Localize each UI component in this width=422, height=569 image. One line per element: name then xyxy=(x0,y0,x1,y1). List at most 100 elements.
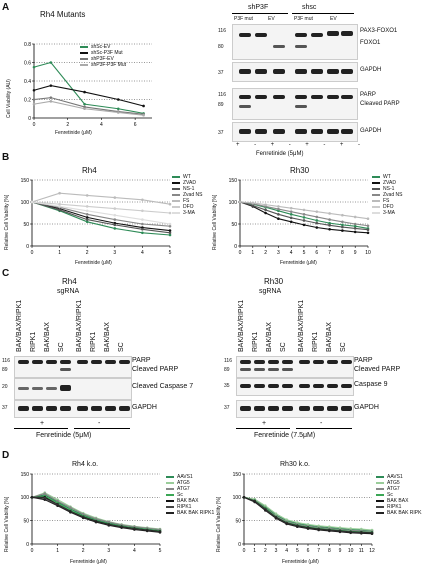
x-tick-label: 0 xyxy=(31,250,34,256)
data-point xyxy=(349,527,352,530)
x-tick-label: 3 xyxy=(277,250,280,256)
panel-d-ylabel-left: Relative Cell Viability [%] xyxy=(4,496,10,552)
data-point xyxy=(113,207,117,210)
data-point xyxy=(32,98,36,101)
data-point xyxy=(264,211,267,215)
data-point xyxy=(116,98,120,101)
data-point xyxy=(253,500,256,504)
blot-c-gapdh-right xyxy=(236,400,354,418)
mw-label: 116 xyxy=(218,28,226,34)
data-point xyxy=(107,524,111,527)
data-point xyxy=(113,213,117,217)
band-label: Caspase 9 xyxy=(354,381,388,388)
y-tick-label: 150 xyxy=(21,178,30,184)
data-point xyxy=(141,227,144,231)
data-point xyxy=(242,496,246,499)
data-point xyxy=(168,211,172,215)
data-point xyxy=(353,224,357,228)
band-label: GAPDH xyxy=(132,404,157,411)
data-point xyxy=(341,220,344,224)
mw-label: 116 xyxy=(2,358,10,364)
y-tick-label: 0.8 xyxy=(24,42,31,48)
panel-b-legend-left: WT ZVAD NS-1 Zvad NS FS DFO 3-MA xyxy=(172,174,202,216)
data-point xyxy=(341,223,344,227)
divider xyxy=(232,13,288,14)
panel-b-chart-rh30: 0 50 100 150 0 1 2 3 4 5 6 7 8 9 10 xyxy=(229,178,371,256)
panel-d-title-rh30: Rh30 k.o. xyxy=(280,461,310,468)
panel-a-chart: 0 0.2 0.4 0.6 0.8 0 2 4 6 xyxy=(24,42,152,128)
data-point xyxy=(85,194,89,197)
lane-label: RIPK1 xyxy=(312,331,319,352)
panel-a-xlabel: Fenretinide (μM) xyxy=(55,130,92,136)
lane-label: BAK/BAX/RIPK1 xyxy=(298,299,305,352)
series-line xyxy=(33,61,144,114)
y-tick-label: 0.2 xyxy=(24,97,31,103)
series-line xyxy=(33,85,144,107)
panel-b-legend-right: WT ZVAD NS-1 Zvad NS FS DFO 3-MA xyxy=(372,174,402,216)
data-point xyxy=(338,526,342,529)
data-point xyxy=(302,213,306,216)
panel-b-letter: B xyxy=(2,152,10,163)
band-label: GAPDH xyxy=(354,404,379,411)
data-point xyxy=(328,218,331,221)
data-point xyxy=(238,200,242,204)
x-tick-label: 5 xyxy=(169,250,172,256)
y-tick-label: 0 xyxy=(28,116,31,122)
panel-a-treatment: Fenretinide (5μM) xyxy=(256,151,304,157)
data-point xyxy=(56,499,59,503)
data-point xyxy=(366,224,370,228)
data-point xyxy=(289,216,293,220)
series-line xyxy=(31,201,171,225)
x-tick-label: 1 xyxy=(58,250,61,256)
lane-label: BAK/BAX xyxy=(266,322,273,352)
x-tick-label: 10 xyxy=(365,250,371,256)
data-point xyxy=(142,104,145,108)
data-point xyxy=(85,216,89,219)
legend-item: NS-1 xyxy=(172,186,202,192)
data-point xyxy=(317,524,320,528)
data-point xyxy=(83,90,86,94)
x-tick-label: 8 xyxy=(328,548,331,554)
blot-c-casp9 xyxy=(236,378,354,396)
panel-c-treat-left: Fenretinide (5μM) xyxy=(36,432,92,439)
y-tick-label: 0.4 xyxy=(24,79,31,85)
blot-group-shp3f: shP3F xyxy=(248,4,269,11)
data-point xyxy=(328,221,331,225)
mw-label: 37 xyxy=(218,70,224,76)
blot-parp xyxy=(232,88,358,120)
data-point xyxy=(296,525,299,529)
mw-label: 37 xyxy=(224,405,230,411)
data-point xyxy=(168,233,172,237)
x-tick-label: 12 xyxy=(369,548,375,554)
data-point xyxy=(141,209,144,213)
lane-label: RIPK1 xyxy=(252,331,259,352)
x-tick-label: 11 xyxy=(359,548,364,554)
x-tick-label: 0 xyxy=(31,548,34,554)
data-point xyxy=(285,522,288,526)
data-point xyxy=(360,531,363,535)
legend-item: BAK BAK RIPK1 xyxy=(166,510,214,516)
mw-label: 80 xyxy=(218,44,224,50)
sign-minus: - xyxy=(320,420,323,427)
data-point xyxy=(141,222,144,226)
legend-item: shP3F-EV xyxy=(80,56,126,62)
y-tick-label: 100 xyxy=(233,495,242,501)
band-label: PARP xyxy=(360,92,376,98)
data-point xyxy=(341,225,344,229)
data-point xyxy=(277,213,280,216)
panel-b-title-rh4: Rh4 xyxy=(82,166,97,175)
panel-d-xlabel-left: Fenretinide (μM) xyxy=(70,559,107,565)
data-point xyxy=(168,222,172,226)
legend-item: BAK BAX xyxy=(376,498,422,504)
data-point xyxy=(69,510,72,514)
data-point xyxy=(360,527,363,531)
data-point xyxy=(83,102,86,106)
lane-label: BAK/BAX/RIPK1 xyxy=(76,299,83,352)
data-point xyxy=(113,227,117,230)
data-point xyxy=(116,111,120,114)
x-tick-label: 7 xyxy=(317,548,320,554)
series-line xyxy=(31,201,171,232)
legend-item: RIPK1 xyxy=(376,504,422,510)
sign-plus: + xyxy=(262,420,267,427)
